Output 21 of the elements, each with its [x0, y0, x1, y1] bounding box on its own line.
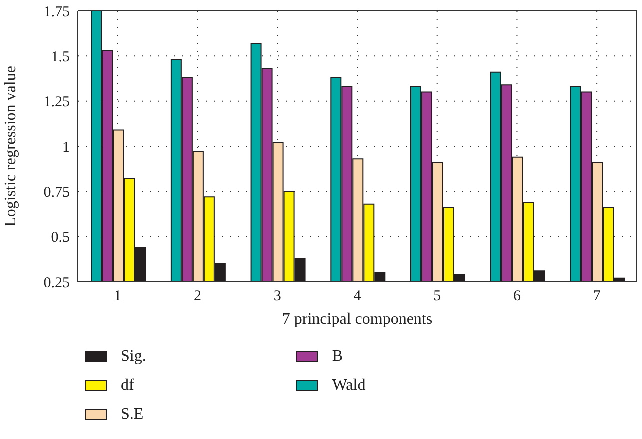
x-tick-label: 4 — [354, 288, 362, 305]
y-tick-label: 1.25 — [44, 94, 70, 111]
x-tick-label: 5 — [434, 288, 442, 305]
y-tick-label: 0.75 — [44, 184, 70, 201]
x-axis-title: 7 principal components — [282, 311, 433, 328]
y-tick-label: 1.5 — [51, 49, 70, 66]
legend-label: B — [332, 348, 344, 366]
legend-label: df — [121, 376, 134, 394]
x-tick-label: 2 — [194, 288, 202, 305]
y-tick-label: 0.25 — [44, 275, 70, 292]
x-tick-label: 7 — [593, 288, 602, 305]
y-axis-title: Logistic regression value — [2, 66, 20, 227]
x-tick-label: 6 — [513, 288, 522, 305]
legend-label: Wald — [332, 376, 366, 394]
x-tick-label: 3 — [274, 288, 282, 305]
y-tick-label: 1 — [62, 140, 70, 156]
y-tick-label: 0.5 — [51, 230, 70, 246]
legend-label: Sig. — [121, 348, 146, 366]
y-tick-label: 1.75 — [44, 4, 70, 20]
legend-label: S.E — [121, 406, 144, 424]
x-tick-label: 1 — [114, 288, 122, 305]
